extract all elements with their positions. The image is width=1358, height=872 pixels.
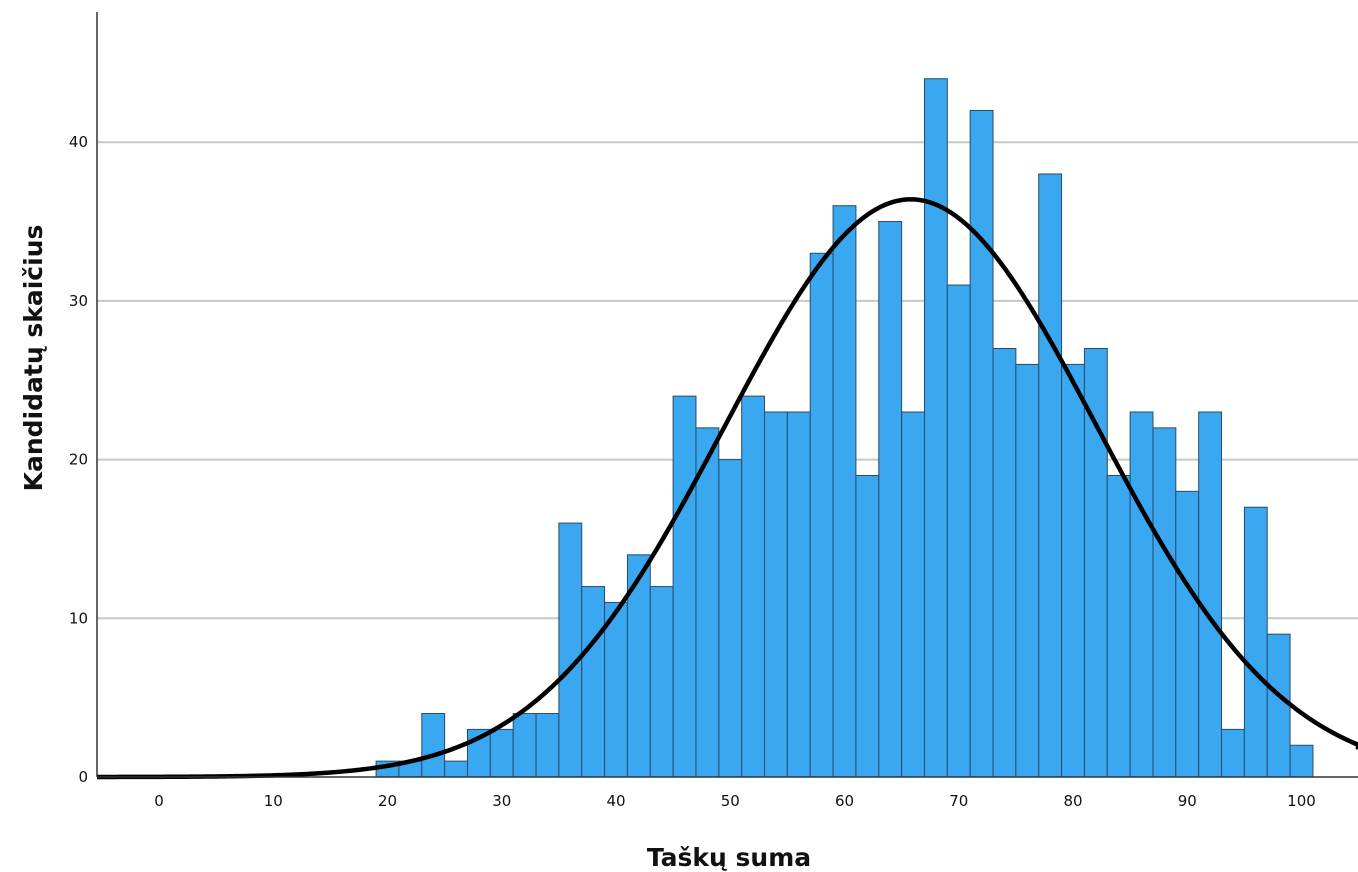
y-tick-label: 20	[69, 451, 88, 469]
y-tick-label: 0	[78, 768, 88, 786]
histogram-bar	[1221, 728, 1245, 778]
histogram-bar	[878, 221, 903, 778]
histogram-bar	[1129, 411, 1154, 778]
x-tick-label: 0	[154, 792, 164, 810]
y-tick-label: 40	[69, 133, 88, 151]
histogram-bar	[558, 522, 583, 778]
x-axis-title: Taškų suma	[647, 843, 811, 872]
histogram-bar	[581, 586, 606, 778]
x-tick-label: 40	[606, 792, 625, 810]
x-tick-label: 50	[721, 792, 740, 810]
histogram-bar	[923, 78, 948, 778]
x-tick-label: 20	[378, 792, 397, 810]
histogram-bar	[832, 205, 857, 778]
histogram-bar	[855, 474, 880, 778]
x-tick-labels: 0 10 20 30 40 50 60 70 80 90 100	[154, 792, 1316, 810]
histogram-bar	[718, 459, 743, 778]
y-tick-label: 10	[69, 609, 88, 627]
y-tick-labels: 0 10 20 30 40	[69, 133, 88, 786]
histogram-bar	[1243, 506, 1268, 778]
histogram-bar	[1198, 411, 1223, 778]
histogram-bar	[901, 411, 925, 778]
histogram-bar	[786, 411, 811, 778]
histogram-bar	[809, 252, 834, 778]
x-tick-label: 30	[492, 792, 511, 810]
histogram-bar	[1061, 363, 1085, 778]
histogram-bar	[764, 411, 788, 778]
histogram-bar	[489, 728, 514, 778]
x-tick-label: 10	[264, 792, 283, 810]
histogram-bar	[604, 601, 628, 778]
histogram-bar	[1038, 173, 1063, 778]
histogram-bar	[1106, 474, 1131, 778]
y-tick-label: 30	[69, 292, 88, 310]
histogram-bar	[444, 760, 468, 778]
histogram-bar	[1175, 490, 1200, 778]
histogram-bar	[672, 395, 697, 778]
histogram-bar	[1015, 363, 1040, 778]
histogram-bar	[695, 427, 720, 778]
x-tick-label: 70	[949, 792, 968, 810]
x-tick-label: 80	[1063, 792, 1082, 810]
histogram-bar	[992, 348, 1017, 778]
histogram-bar	[535, 713, 560, 778]
x-tick-label: 100	[1287, 792, 1316, 810]
histogram-bar	[1266, 633, 1291, 778]
x-tick-label: 90	[1178, 792, 1197, 810]
histogram-bar	[1152, 427, 1177, 778]
histogram-bar	[649, 586, 674, 778]
y-axis-title: Kandidatų skaičius	[19, 225, 48, 492]
histogram-bar	[421, 713, 446, 778]
histogram-bar	[1289, 744, 1314, 778]
histogram-bar	[512, 713, 537, 778]
histogram-bars	[375, 78, 1314, 778]
x-tick-label: 60	[835, 792, 854, 810]
histogram-bar	[741, 395, 766, 778]
normal-curve	[96, 197, 1358, 780]
histogram-bar	[969, 109, 994, 778]
histogram-bar	[946, 284, 971, 778]
